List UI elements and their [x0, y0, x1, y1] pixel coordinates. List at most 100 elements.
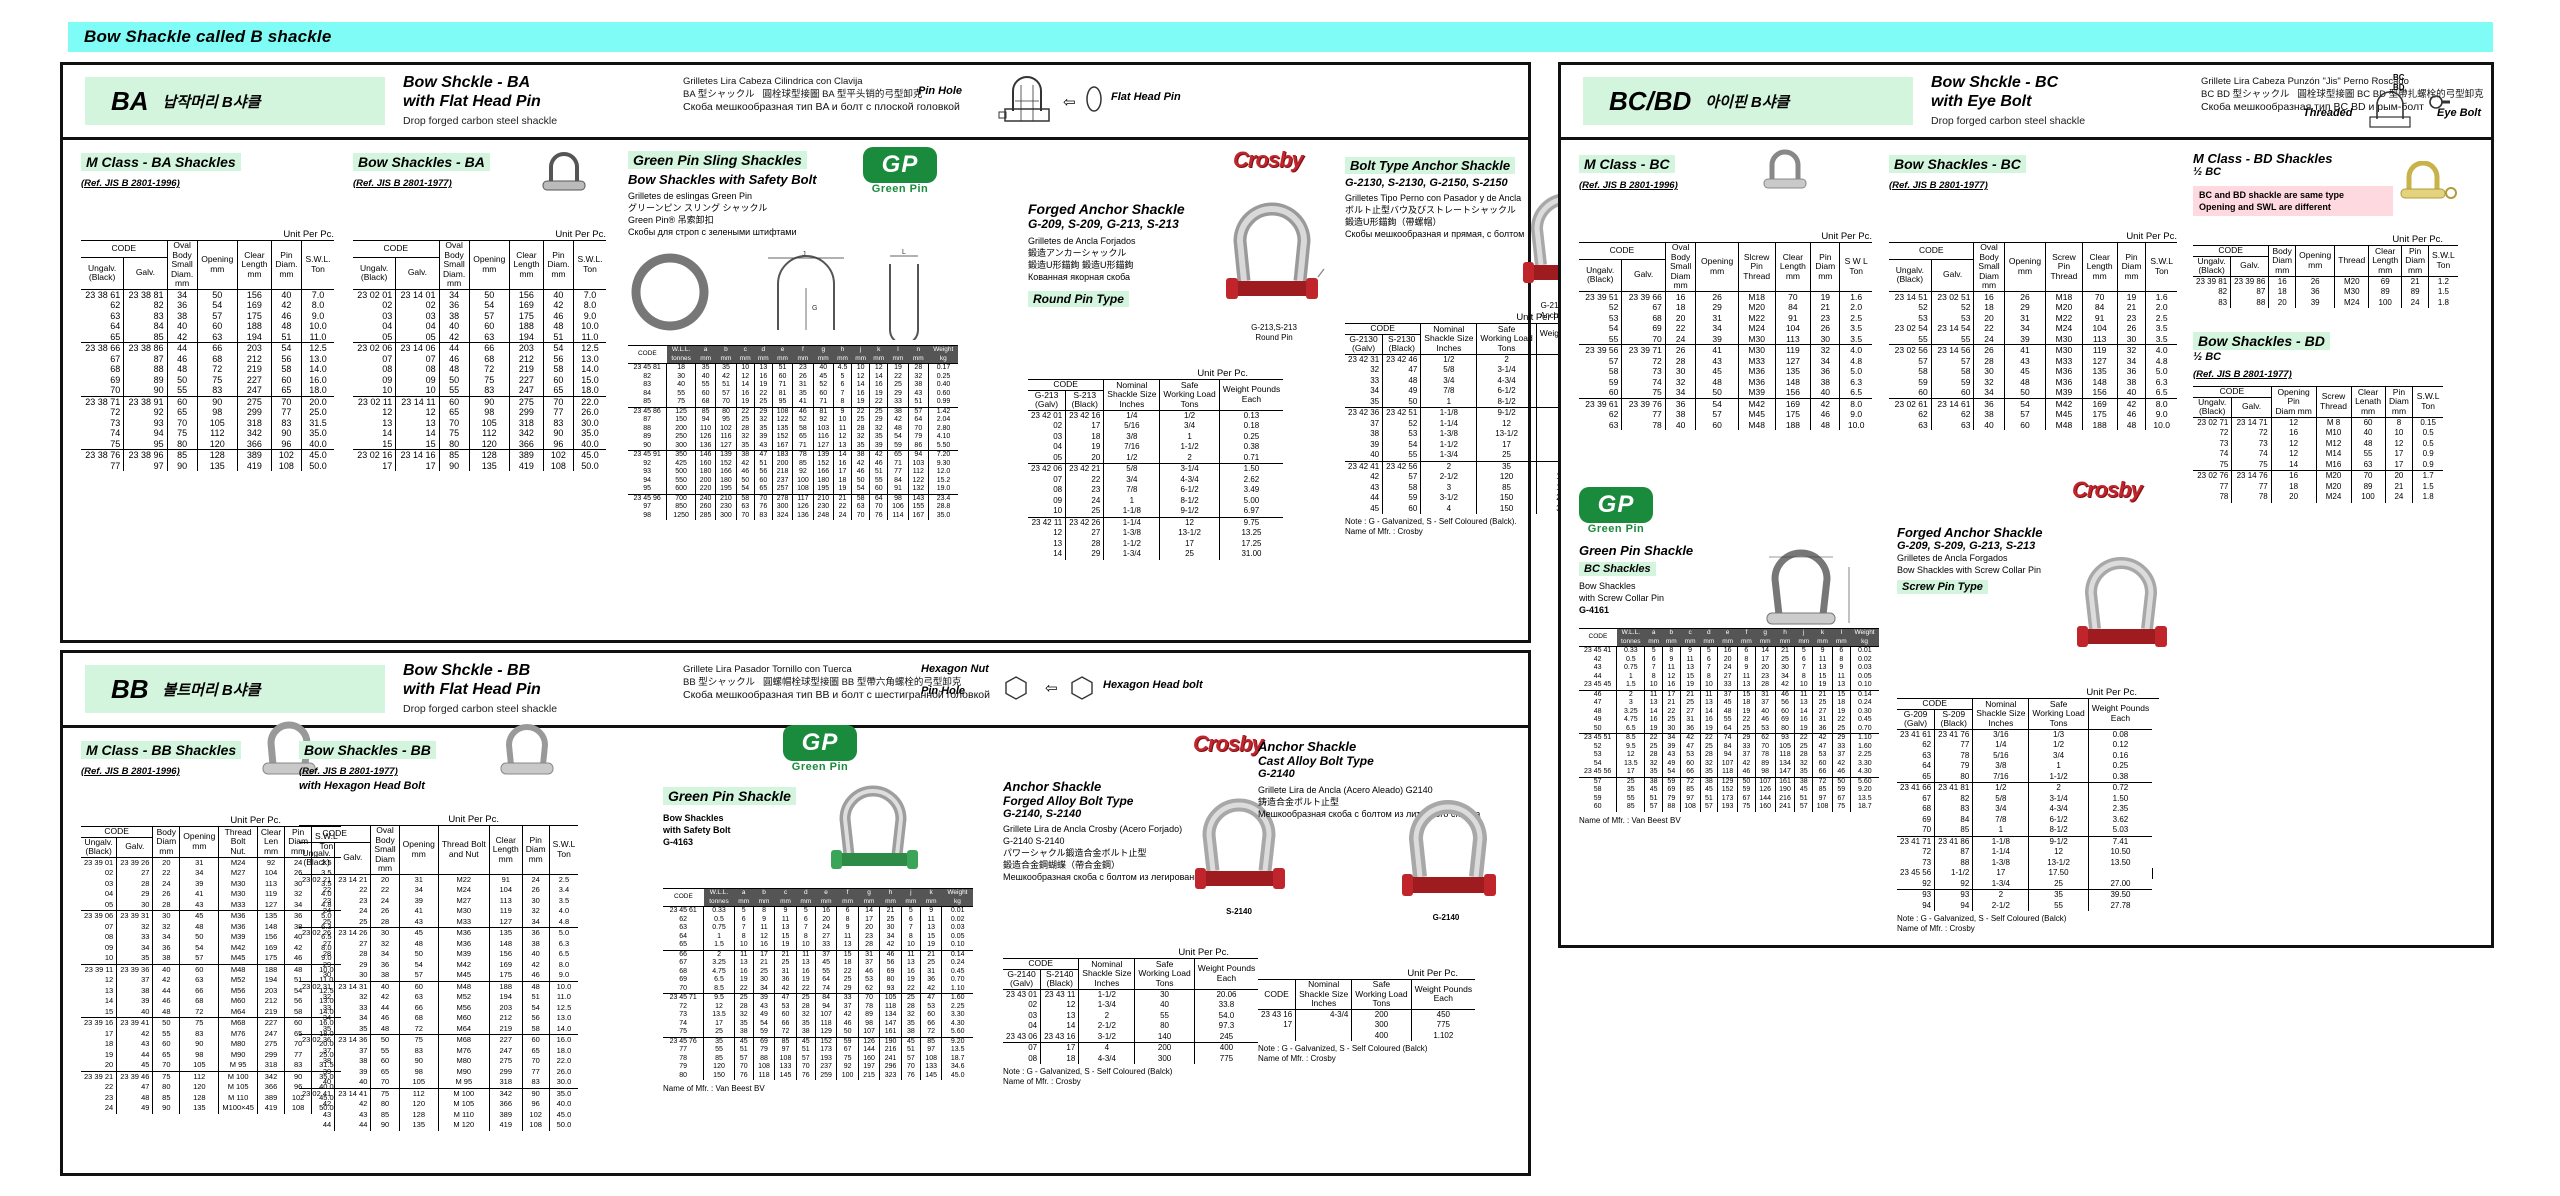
panel-ba: BA 납작머리 B샤클 Bow Shckle - BA with Flat He…	[60, 62, 1620, 643]
table-cell: M 105	[218, 1082, 258, 1093]
bt-ru: Скобы мешкообразная и прямая, с болтом	[1345, 229, 1525, 239]
table-cell: 40	[542, 288, 574, 300]
table-cell: 66	[1679, 768, 1701, 777]
table-cell: 366	[256, 1082, 285, 1093]
table-cell: 1-3/8	[1972, 857, 2029, 868]
table-cell: 63	[679, 924, 688, 931]
table-cell: 11.0	[572, 331, 606, 343]
table-cell: 27	[814, 932, 837, 941]
table-row: 14 29 1-3/4 25 31.00	[1028, 549, 1284, 560]
table-cell: M45	[2045, 409, 2083, 420]
table-row: 64 79 3/8 1 0.25	[1897, 761, 2159, 772]
table-cell: 57	[2003, 409, 2046, 420]
table-cell: 25	[1679, 699, 1701, 708]
table-row: 12 27 1-3/8 13-1/2 13.25	[1028, 528, 1284, 539]
table-cell: 75	[468, 374, 510, 385]
table-cell: 13-1/2	[1476, 429, 1537, 440]
table-cell: 23 14 56	[1930, 344, 1974, 356]
table-cell: 50	[152, 1017, 180, 1029]
table-cell: 7	[795, 924, 816, 933]
table-cell: 21	[879, 906, 902, 916]
table-row: 08 23 7/8 6-1/2 3.49	[1028, 485, 1284, 496]
table-cell: 148	[1774, 376, 1811, 387]
table-row: 67 3.25 13 21 25 13 45 18 37 56 13 25 0.24	[663, 959, 973, 968]
table-cell: 135	[196, 460, 238, 471]
table-row: 09 24 1 8-1/2 5.00	[1028, 495, 1284, 506]
table-cell: 29	[116, 889, 153, 900]
table-cell: 5.0	[1839, 366, 1872, 377]
table-cell: 67	[679, 959, 688, 966]
table-cell: 59	[887, 441, 909, 451]
table-cell: 85	[643, 398, 652, 405]
th-s213: S-213 (Black)	[1065, 390, 1104, 411]
table-cell: 169	[236, 300, 272, 311]
table-cell: 40	[116, 1006, 153, 1018]
table-cell: M 120	[437, 1120, 490, 1131]
table-cell: 120	[703, 1063, 735, 1072]
table-cell: 04	[382, 321, 393, 331]
table-cell: 23 43 16	[1040, 1031, 1079, 1043]
gps-mfr: Name of Mfr. : Van Beest BV	[1579, 815, 1681, 825]
table-cell: 3-1/4	[2028, 793, 2089, 804]
table-cell: 45.0	[572, 449, 606, 461]
th-g213: G-213 (Galv)	[1028, 390, 1066, 411]
table-cell: 50	[468, 288, 510, 300]
table-cell: 13.0	[300, 353, 334, 364]
th-clear-length: Clear Length mm	[2081, 242, 2118, 292]
table-cell: 13	[900, 959, 921, 968]
table-row: 10 25 1-1/8 9-1/2 6.97	[1028, 506, 1284, 517]
table-cell: 77	[521, 1066, 550, 1077]
table-cell: 146	[694, 450, 716, 460]
table-cell: 70	[869, 503, 888, 512]
table-cell: 90	[166, 460, 198, 471]
table-cell: 128	[196, 449, 238, 461]
table-cell: 50	[179, 932, 219, 943]
table-cell: 13.0	[311, 996, 341, 1007]
table-cell: 53	[1930, 312, 1974, 323]
table-cell: 1.5	[2412, 481, 2443, 492]
m-bd-sub: ½ BC	[2193, 166, 2222, 178]
table-cell: 72	[2219, 428, 2229, 437]
table-cell: 74	[814, 984, 837, 994]
table-cell: 22	[832, 503, 852, 512]
table-cell: 04	[395, 321, 440, 332]
table-header: d mm	[796, 888, 816, 907]
table-cell: 23 41 76	[1934, 728, 1973, 740]
table-cell: 175	[256, 953, 285, 964]
table-row: 72 92 65 98 299 77 25.0	[81, 407, 334, 418]
table-cell: 19	[1699, 724, 1718, 734]
table-cell: 51	[542, 331, 574, 343]
table-cell: 28	[1644, 751, 1663, 760]
table-cell: 58	[521, 1023, 550, 1035]
table-cell: 46	[836, 1019, 859, 1028]
table-cell: 18	[666, 363, 696, 373]
table-cell: 34	[521, 916, 550, 928]
table-row: 59 74 32 48 M36 148 38 6.3	[1579, 376, 1872, 387]
table-cell: 5	[733, 906, 754, 916]
table-cell: 39	[869, 441, 888, 451]
table-cell: 0.71	[1218, 452, 1284, 464]
table-row: 62 82 36 54 169 42 8.0	[81, 300, 334, 311]
table-cell: 94	[814, 1002, 837, 1011]
table-cell: 25	[1737, 724, 1756, 734]
ba-header: BA 납작머리 B샤클 Bow Shckle - BA with Flat He…	[63, 65, 1528, 140]
table-cell: 13.0	[548, 1013, 579, 1024]
table-cell: 299	[508, 407, 544, 418]
table-cell: 156	[1774, 387, 1811, 398]
table-cell: 23 45 81	[628, 363, 667, 373]
table-cell: 3/16	[1972, 728, 2029, 740]
table-cell: 38	[2116, 376, 2146, 387]
bcbd-title-line1: Bow Shckle - BC	[1931, 74, 2059, 91]
table-cell: 74	[1717, 733, 1738, 743]
table-cell: 134	[879, 1011, 902, 1020]
table-cell: 38	[284, 921, 312, 932]
table-cell: 59	[1608, 376, 1619, 387]
table-cell: 60	[1382, 503, 1421, 514]
table-cell: 0.25	[928, 372, 958, 381]
table-cell: 108	[542, 460, 574, 471]
table-cell: 33	[322, 1002, 332, 1012]
table-cell: 0.18	[1218, 421, 1284, 432]
table-row: 30 30 38 57 M45 175 46 9.0	[299, 970, 579, 981]
th-swl2: Safe Working Load Tons	[1134, 958, 1195, 990]
table-header: l mm	[1832, 628, 1851, 647]
